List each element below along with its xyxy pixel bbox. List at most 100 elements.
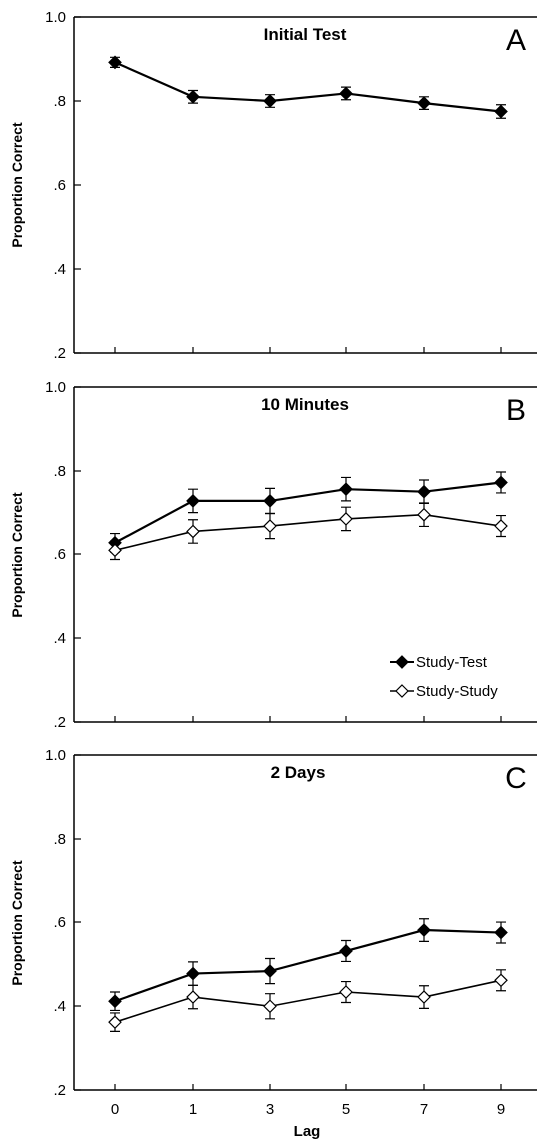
data-point-study-study <box>108 543 122 558</box>
panel-a-ytick-label: .8 <box>53 93 66 110</box>
legend-marker-filled-diamond <box>395 655 409 669</box>
panel-b: 10 Minutes B Proportion Correct 1.0 .8 .… <box>9 379 537 731</box>
panel-a-ytick: .2 <box>53 345 81 362</box>
panel-c-ytick: .2 <box>53 1082 81 1099</box>
panel-a-ytick: .8 <box>53 93 81 110</box>
panel-a-ytick-label: .6 <box>53 177 66 194</box>
panel-c-y-ticks: 1.0 .8 .6 .4 .2 <box>45 747 81 1099</box>
panel-a: Initial Test A Proportion Correct 1.0 .8… <box>9 9 537 362</box>
data-point-study-study <box>494 973 508 988</box>
panel-c-ytick: 1.0 <box>45 747 81 764</box>
data-point-study-test <box>263 94 277 108</box>
data-point-study-test <box>263 964 277 978</box>
panel-a-ytick: .4 <box>53 261 81 278</box>
panel-c-ytick-label: .8 <box>53 831 66 848</box>
panel-a-x-ticks <box>114 347 502 353</box>
legend-entry-study-study: Study-Study <box>390 683 498 700</box>
panel-c-xtick-label: 1 <box>189 1101 197 1118</box>
data-point-study-test <box>263 494 277 508</box>
panel-b-ytick-label: .8 <box>53 463 66 480</box>
panel-c-ytick-label: .2 <box>53 1082 66 1099</box>
panel-a-y-axis-label: Proportion Correct <box>9 122 25 248</box>
legend-label-study-test: Study-Test <box>416 654 488 671</box>
data-point-study-study <box>263 999 277 1014</box>
panel-b-title: 10 Minutes <box>261 395 349 414</box>
panel-a-y-ticks: 1.0 .8 .6 .4 .2 <box>45 9 81 362</box>
data-point-study-test <box>494 925 508 940</box>
data-point-study-test <box>417 96 431 110</box>
panel-c-y-axis-label: Proportion Correct <box>9 860 25 986</box>
panel-a-ytick: 1.0 <box>45 9 81 26</box>
panel-c-xtick-label: 5 <box>342 1101 350 1118</box>
panel-c-ytick-label: 1.0 <box>45 747 66 764</box>
panel-a-title: Initial Test <box>264 25 347 44</box>
panel-c-xtick-label: 3 <box>266 1101 274 1118</box>
data-point-study-study <box>417 507 431 522</box>
panel-b-y-ticks: 1.0 .8 .6 .4 .2 <box>45 379 81 731</box>
panel-a-ytick-label: .2 <box>53 345 66 362</box>
panel-b-ytick: .2 <box>53 714 81 731</box>
panel-a-ytick: .6 <box>53 177 81 194</box>
panel-c-x-ticks: 0 1 3 5 7 9 <box>111 1084 505 1118</box>
panel-b-ytick: 1.0 <box>45 379 81 396</box>
data-point-study-study <box>339 512 353 526</box>
data-point-study-test <box>417 923 431 937</box>
data-point-study-study <box>186 524 200 539</box>
series-line-study-test <box>114 928 502 1003</box>
data-point-study-test <box>108 55 122 70</box>
legend-entry-study-test: Study-Test <box>390 654 488 671</box>
panel-a-series <box>108 55 508 119</box>
data-point-study-test <box>339 944 353 958</box>
data-point-study-test <box>494 475 508 490</box>
panel-b-ytick: .8 <box>53 463 81 480</box>
panel-b-ytick-label: .4 <box>53 630 66 647</box>
panel-b-x-ticks <box>114 716 502 722</box>
data-point-study-test <box>494 104 508 119</box>
series-line-study-test <box>114 61 502 113</box>
series-line-study-study <box>114 513 502 552</box>
data-point-study-study <box>417 990 431 1004</box>
panel-b-ytick: .6 <box>53 546 81 563</box>
legend-label-study-study: Study-Study <box>416 683 498 700</box>
panel-b-ytick-label: .6 <box>53 546 66 563</box>
data-point-study-test <box>339 86 353 101</box>
data-point-study-test <box>186 494 200 508</box>
series-line-study-test <box>114 481 502 544</box>
panel-b-letter: B <box>506 394 526 427</box>
panel-c-xtick-label: 9 <box>497 1101 505 1118</box>
panel-b-series <box>108 471 508 561</box>
panel-c-letter: C <box>505 762 527 795</box>
panel-b-ytick: .4 <box>53 630 81 647</box>
data-point-study-study <box>339 985 353 999</box>
panel-b-ytick-label: .2 <box>53 714 66 731</box>
data-point-study-test <box>339 482 353 497</box>
data-point-study-study <box>263 519 277 533</box>
panel-a-letter: A <box>506 24 526 57</box>
panel-a-ytick-label: .4 <box>53 261 66 278</box>
data-point-study-study <box>108 1015 122 1030</box>
panel-c-x-axis-label: Lag <box>294 1123 321 1140</box>
panel-c-ytick-label: .4 <box>53 998 66 1015</box>
panel-c-xtick-label: 7 <box>420 1101 428 1118</box>
series-line-study-study <box>114 979 502 1023</box>
data-point-study-test <box>108 994 122 1009</box>
panel-c-title: 2 Days <box>271 763 326 782</box>
data-point-study-study <box>186 990 200 1004</box>
data-point-study-test <box>186 89 200 104</box>
panel-a-ytick-label: 1.0 <box>45 9 66 26</box>
panel-b-ytick-label: 1.0 <box>45 379 66 396</box>
data-point-study-study <box>494 519 508 533</box>
panel-b-y-axis-label: Proportion Correct <box>9 492 25 618</box>
panel-c: 2 Days C Proportion Correct 1.0 .8 .6 .4 <box>9 747 537 1140</box>
panel-c-xtick-label: 0 <box>111 1101 119 1118</box>
data-point-study-test <box>417 484 431 499</box>
legend-marker-open-diamond <box>395 684 409 698</box>
panel-c-ytick: .8 <box>53 831 81 848</box>
panel-c-ytick: .4 <box>53 998 81 1015</box>
data-point-study-test <box>186 966 200 981</box>
panel-c-ytick: .6 <box>53 914 81 931</box>
panel-c-series <box>108 918 508 1032</box>
panel-b-legend: Study-Test Study-Study <box>390 654 498 700</box>
